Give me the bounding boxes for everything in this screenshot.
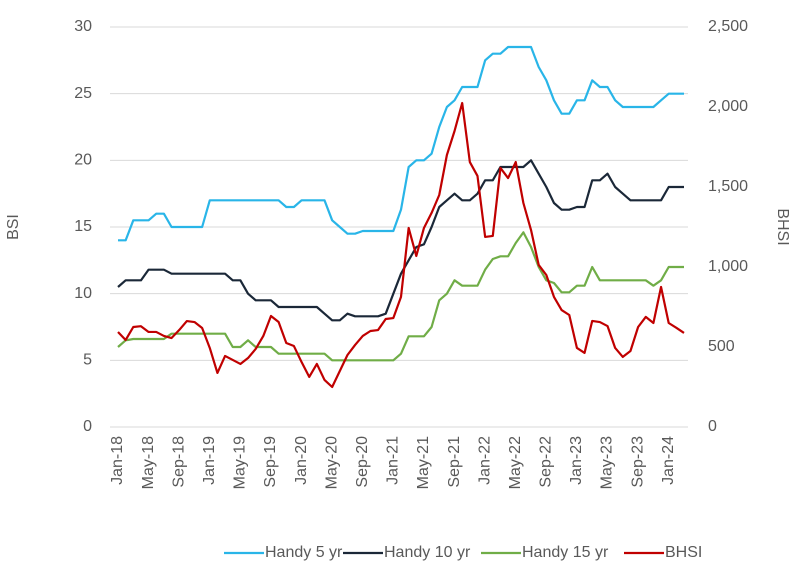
- x-tick-label: Sep-20: [354, 436, 371, 488]
- x-tick-label: May-23: [599, 436, 616, 489]
- y-tick-label: 25: [74, 85, 92, 102]
- y2-tick-label: 1,000: [708, 258, 748, 275]
- series-line: [117, 159, 684, 322]
- x-tick-label: Sep-22: [538, 436, 555, 488]
- y-tick-label: 10: [74, 285, 92, 302]
- x-tick-label: Jan-22: [476, 436, 493, 485]
- x-tick-label: May-21: [415, 436, 432, 489]
- x-tick-label: May-18: [140, 436, 157, 489]
- series-line: [117, 101, 685, 389]
- series-line: [117, 231, 684, 362]
- x-tick-label: Sep-23: [629, 436, 646, 488]
- y-tick-label: 20: [74, 152, 92, 169]
- y2-tick-label: 1,500: [708, 178, 748, 195]
- x-tick-label: May-19: [232, 436, 249, 489]
- x-tick-label: Sep-19: [262, 436, 279, 488]
- legend-label: Handy 10 yr: [384, 544, 471, 561]
- y-tick-label: 30: [74, 18, 92, 35]
- y2-tick-label: 0: [708, 418, 717, 435]
- x-tick-label: Jan-19: [201, 436, 218, 485]
- x-tick-label: Sep-21: [446, 436, 463, 488]
- y2-tick-label: 2,500: [708, 18, 748, 35]
- x-tick-label: Jan-24: [660, 436, 677, 485]
- x-tick-label: Jan-21: [385, 436, 402, 485]
- legend-label: Handy 15 yr: [522, 544, 609, 561]
- y-tick-label: 15: [74, 218, 92, 235]
- legend-label: Handy 5 yr: [265, 544, 343, 561]
- y-tick-label: 0: [83, 418, 92, 435]
- x-tick-label: Jan-23: [568, 436, 585, 485]
- y2-tick-label: 500: [708, 338, 735, 355]
- y2-axis-title: BHSI: [774, 208, 791, 245]
- series-line: [118, 45, 684, 242]
- x-tick-label: May-20: [323, 436, 340, 489]
- x-tick-label: May-22: [507, 436, 524, 489]
- y-tick-label: 5: [83, 352, 92, 369]
- x-tick-label: Jan-20: [293, 436, 310, 485]
- y-axis-title: BSI: [5, 214, 22, 240]
- x-tick-label: Sep-18: [170, 436, 187, 488]
- legend-label: BHSI: [665, 544, 702, 561]
- x-tick-label: Jan-18: [109, 436, 126, 485]
- y2-tick-label: 2,000: [708, 98, 748, 115]
